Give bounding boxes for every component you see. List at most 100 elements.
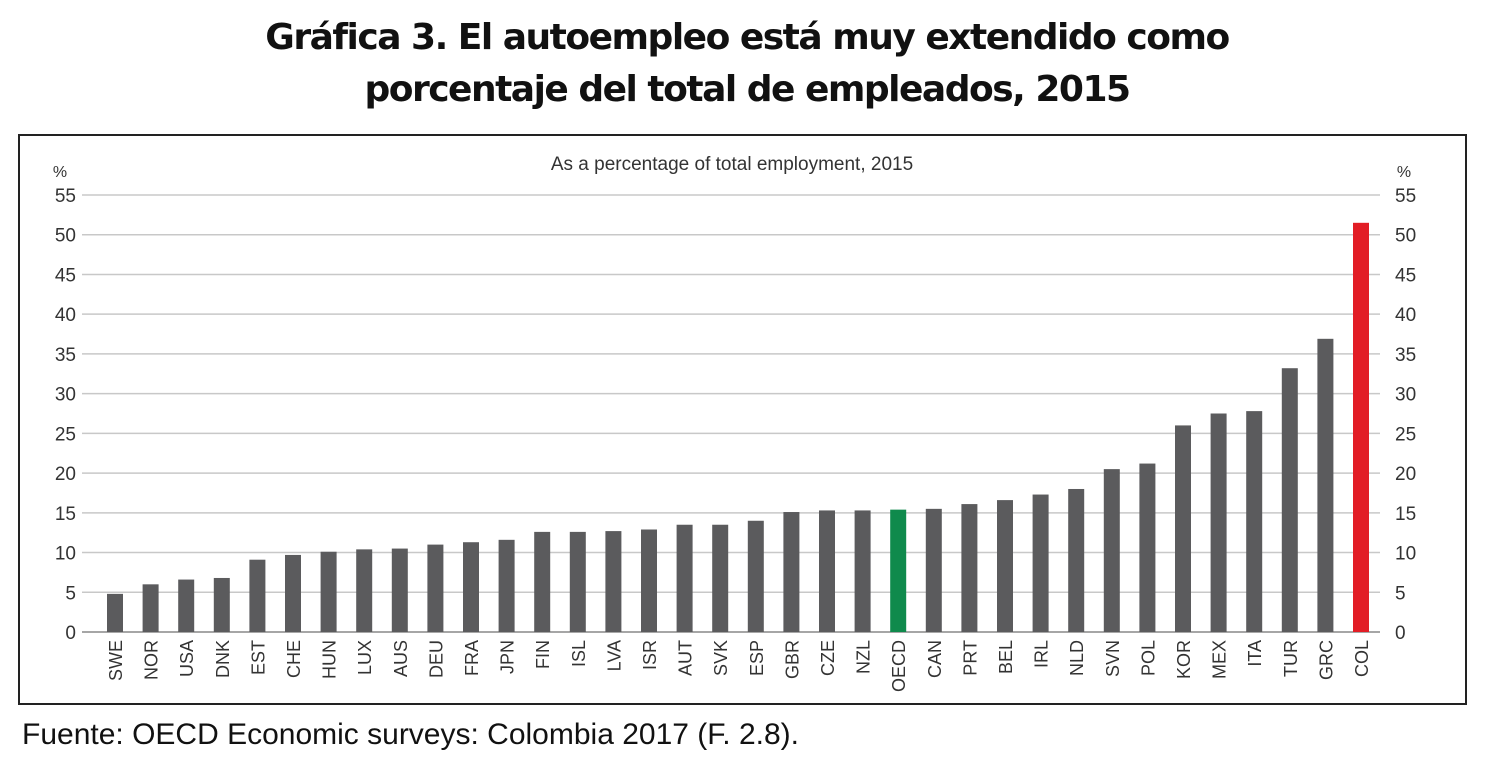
y-tick-left-55: 55 bbox=[55, 186, 76, 207]
x-tick-aus: AUS bbox=[391, 640, 411, 677]
y-unit-right: % bbox=[1397, 164, 1411, 181]
bar-can bbox=[925, 508, 942, 632]
y-tick-left-25: 25 bbox=[55, 424, 76, 445]
x-tick-lux: LUX bbox=[355, 640, 375, 675]
y-tick-right-40: 40 bbox=[1395, 305, 1416, 326]
x-tick-esp: ESP bbox=[747, 640, 767, 676]
bar-pol bbox=[1139, 463, 1156, 632]
bar-cze bbox=[819, 510, 835, 632]
x-tick-can: CAN bbox=[925, 640, 945, 678]
x-tick-kor: KOR bbox=[1174, 640, 1194, 679]
y-tick-right-15: 15 bbox=[1395, 504, 1416, 525]
x-tick-prt: PRT bbox=[960, 640, 980, 676]
bar-hun bbox=[320, 551, 337, 632]
bar-prt bbox=[961, 504, 978, 632]
bar-irl bbox=[1032, 494, 1049, 632]
bar-gbr bbox=[783, 512, 800, 632]
y-tick-left-0: 0 bbox=[65, 623, 76, 644]
y-tick-right-0: 0 bbox=[1395, 623, 1406, 644]
chart-title: Gráfica 3. El autoempleo está muy extend… bbox=[0, 12, 1494, 116]
y-tick-right-45: 45 bbox=[1395, 265, 1416, 286]
bar-usa bbox=[178, 579, 195, 632]
bar-aus bbox=[391, 548, 408, 632]
y-tick-right-25: 25 bbox=[1395, 424, 1416, 445]
x-tick-usa: USA bbox=[177, 640, 197, 677]
source-note: Fuente: OECD Economic surveys: Colombia … bbox=[22, 718, 799, 751]
x-tick-che: CHE bbox=[284, 640, 304, 678]
bar-mex bbox=[1210, 413, 1227, 632]
y-tick-right-35: 35 bbox=[1395, 345, 1416, 366]
x-tick-oecd: OECD bbox=[889, 640, 909, 692]
title-line-1: Gráfica 3. El autoempleo está muy extend… bbox=[265, 17, 1230, 58]
x-tick-irl: IRL bbox=[1032, 640, 1052, 668]
bar-lux bbox=[356, 549, 373, 632]
x-tick-nor: NOR bbox=[142, 640, 162, 680]
x-tick-mex: MEX bbox=[1210, 640, 1230, 679]
x-tick-bel: BEL bbox=[996, 640, 1016, 674]
bar-svn bbox=[1103, 469, 1120, 632]
x-tick-gbr: GBR bbox=[782, 640, 802, 679]
bar-nor bbox=[142, 584, 159, 632]
bar-fra bbox=[463, 542, 479, 632]
bar-chart: As a percentage of total employment, 201… bbox=[53, 154, 1416, 692]
y-tick-left-35: 35 bbox=[55, 345, 76, 366]
x-tick-grc: GRC bbox=[1316, 640, 1336, 680]
y-tick-right-30: 30 bbox=[1395, 385, 1416, 406]
chart-frame: As a percentage of total employment, 201… bbox=[18, 134, 1467, 705]
y-tick-right-5: 5 bbox=[1395, 583, 1406, 604]
y-tick-left-30: 30 bbox=[55, 385, 76, 406]
y-tick-left-10: 10 bbox=[55, 544, 76, 565]
bar-grc bbox=[1317, 338, 1334, 632]
bar-col bbox=[1353, 222, 1369, 632]
x-tick-lva: LVA bbox=[604, 640, 624, 671]
x-tick-jpn: JPN bbox=[498, 640, 518, 674]
x-tick-aut: AUT bbox=[676, 640, 696, 676]
y-tick-right-55: 55 bbox=[1395, 186, 1416, 207]
x-tick-deu: DEU bbox=[426, 640, 446, 678]
bar-aut bbox=[676, 524, 693, 632]
title-line-2: porcentaje del total de empleados, 2015 bbox=[364, 69, 1131, 110]
y-tick-left-50: 50 bbox=[55, 226, 76, 247]
x-tick-dnk: DNK bbox=[213, 640, 233, 678]
x-tick-col: COL bbox=[1352, 640, 1372, 677]
y-tick-right-20: 20 bbox=[1395, 464, 1416, 485]
y-unit-left: % bbox=[53, 164, 67, 181]
bar-dnk bbox=[213, 577, 230, 632]
x-tick-nld: NLD bbox=[1067, 640, 1087, 676]
bar-nzl bbox=[854, 510, 871, 632]
bar-isr bbox=[641, 529, 657, 632]
y-tick-right-10: 10 bbox=[1395, 544, 1416, 565]
x-tick-est: EST bbox=[248, 640, 268, 675]
x-tick-tur: TUR bbox=[1281, 640, 1301, 677]
bar-deu bbox=[427, 544, 444, 632]
bar-svk bbox=[712, 524, 729, 632]
x-tick-isl: ISL bbox=[569, 640, 589, 667]
x-tick-isr: ISR bbox=[640, 640, 660, 670]
y-tick-left-15: 15 bbox=[55, 504, 76, 525]
y-tick-left-20: 20 bbox=[55, 464, 76, 485]
bar-isl bbox=[569, 531, 586, 632]
x-tick-svn: SVN bbox=[1103, 640, 1123, 677]
y-tick-left-45: 45 bbox=[55, 265, 76, 286]
x-tick-fra: FRA bbox=[462, 640, 482, 676]
x-tick-nzl: NZL bbox=[854, 640, 874, 674]
bar-jpn bbox=[498, 539, 515, 632]
x-tick-hun: HUN bbox=[320, 640, 340, 679]
x-tick-cze: CZE bbox=[818, 640, 838, 676]
bar-tur bbox=[1281, 368, 1298, 632]
bar-kor bbox=[1175, 425, 1191, 632]
bar-esp bbox=[747, 520, 764, 632]
y-tick-right-50: 50 bbox=[1395, 226, 1416, 247]
x-tick-fin: FIN bbox=[533, 640, 553, 669]
bar-nld bbox=[1068, 488, 1085, 632]
bar-bel bbox=[997, 500, 1013, 632]
x-tick-ita: ITA bbox=[1245, 640, 1265, 667]
bar-lva bbox=[605, 531, 622, 632]
bar-oecd bbox=[890, 509, 907, 632]
bar-che bbox=[285, 554, 301, 632]
bar-est bbox=[249, 559, 266, 632]
x-tick-svk: SVK bbox=[711, 640, 731, 676]
x-tick-swe: SWE bbox=[106, 640, 126, 681]
chart-subtitle: As a percentage of total employment, 201… bbox=[551, 154, 913, 175]
bar-swe bbox=[107, 593, 123, 632]
